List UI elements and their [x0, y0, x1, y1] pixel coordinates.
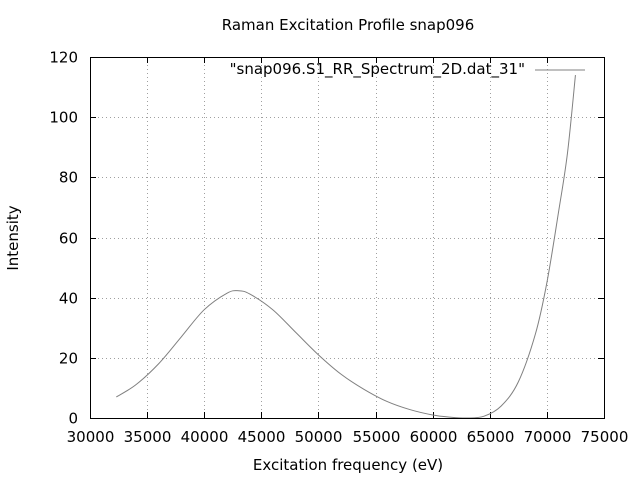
chart-title: Raman Excitation Profile snap096	[222, 16, 475, 34]
x-tick-label: 30000	[67, 428, 115, 446]
x-tick-label: 75000	[581, 428, 629, 446]
x-tick-label: 70000	[524, 428, 572, 446]
y-tick-label: 40	[59, 290, 78, 308]
x-tick-label: 60000	[410, 428, 458, 446]
plot-frame	[90, 57, 605, 419]
y-tick-label: 60	[59, 230, 78, 248]
y-tick-label: 80	[59, 169, 78, 187]
series-line	[116, 74, 576, 419]
y-tick-label: 0	[68, 410, 78, 428]
y-tick-label: 100	[49, 109, 78, 127]
x-tick-label: 40000	[181, 428, 229, 446]
y-axis-label: Intensity	[4, 205, 22, 270]
x-tick-label: 45000	[238, 428, 286, 446]
x-tick-label: 65000	[467, 428, 515, 446]
x-tick-label: 55000	[353, 428, 401, 446]
legend: "snap096.S1_RR_Spectrum_2D.dat_31"	[230, 60, 585, 79]
grid	[90, 57, 604, 418]
axis-ticks: 30000 35000 40000 45000 50000 55000 60000 65000…	[49, 49, 628, 447]
series-layer	[116, 74, 576, 419]
y-tick-label: 120	[49, 49, 78, 67]
legend-label: "snap096.S1_RR_Spectrum_2D.dat_31"	[230, 60, 525, 79]
x-tick-label: 35000	[124, 428, 172, 446]
y-tick-label: 20	[59, 350, 78, 368]
x-axis-label: Excitation frequency (eV)	[253, 456, 443, 474]
x-tick-label: 50000	[295, 428, 343, 446]
